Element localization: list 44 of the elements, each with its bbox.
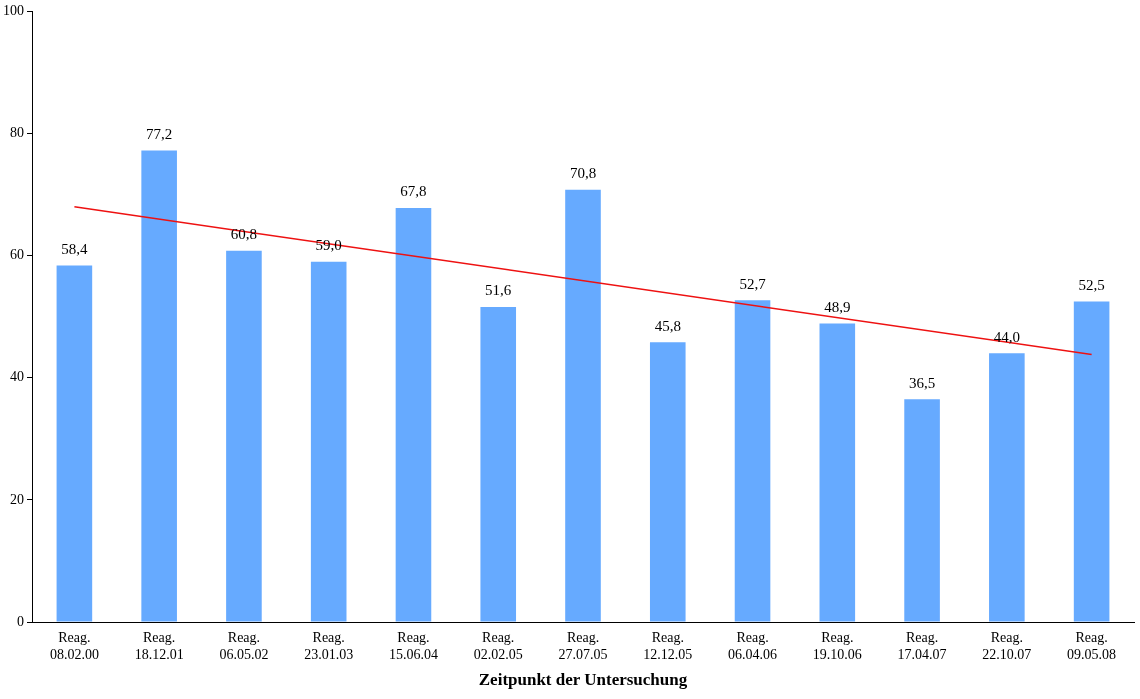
data-label: 51,6	[485, 282, 512, 299]
data-label: 44,0	[993, 328, 1020, 345]
bar	[395, 208, 432, 622]
x-tick-label: Reag. 08.02.00	[49, 630, 99, 662]
bar	[141, 150, 177, 622]
x-tick-label: Reag. 12.12.05	[643, 630, 693, 662]
x-tick-label: Reag. 06.04.06	[728, 630, 778, 662]
bar	[310, 261, 347, 622]
bar	[989, 353, 1025, 622]
data-label: 52,7	[739, 275, 767, 292]
data-label: 67,8	[400, 183, 427, 200]
x-tick-label: Reag. 27.07.05	[558, 630, 608, 662]
data-label: 70,8	[569, 165, 597, 182]
bar	[480, 306, 517, 622]
y-tick-label: 0	[17, 613, 24, 629]
y-tick-label: 80	[10, 125, 24, 141]
bar	[226, 250, 262, 622]
y-tick-label: 100	[3, 3, 24, 19]
bar	[819, 323, 856, 622]
bar	[904, 399, 940, 622]
data-label: 52,5	[1078, 276, 1105, 293]
x-tick-label: Reag. 17.04.07	[897, 630, 947, 662]
y-tick-label: 20	[10, 491, 24, 507]
y-tick-label: 40	[10, 369, 24, 385]
y-tick-label: 60	[10, 247, 24, 263]
bar	[56, 265, 93, 622]
data-label: 36,5	[908, 374, 936, 391]
x-tick-label: Reag. 15.06.04	[388, 630, 438, 662]
data-label: 48,9	[824, 298, 851, 315]
x-tick-label: Reag. 02.02.05	[473, 630, 523, 662]
bar	[734, 300, 771, 622]
x-tick-label: Reag. 09.05.08	[1067, 630, 1117, 662]
data-label: 77,2	[146, 126, 173, 143]
x-tick-label: Reag. 19.10.06	[812, 630, 862, 662]
bar	[1073, 301, 1110, 622]
x-tick-label: Reag. 23.01.03	[304, 630, 354, 662]
data-label: 58,4	[61, 240, 89, 257]
x-axis-title: Zeitpunkt der Untersuchung	[478, 670, 688, 690]
x-tick-label: Reag. 06.05.02	[219, 630, 269, 662]
data-label: 45,8	[654, 317, 681, 334]
bar	[649, 342, 686, 622]
x-tick-label: Reag. 18.12.01	[134, 630, 184, 662]
bar	[565, 189, 601, 622]
x-tick-label: Reag. 22.10.07	[982, 630, 1032, 662]
